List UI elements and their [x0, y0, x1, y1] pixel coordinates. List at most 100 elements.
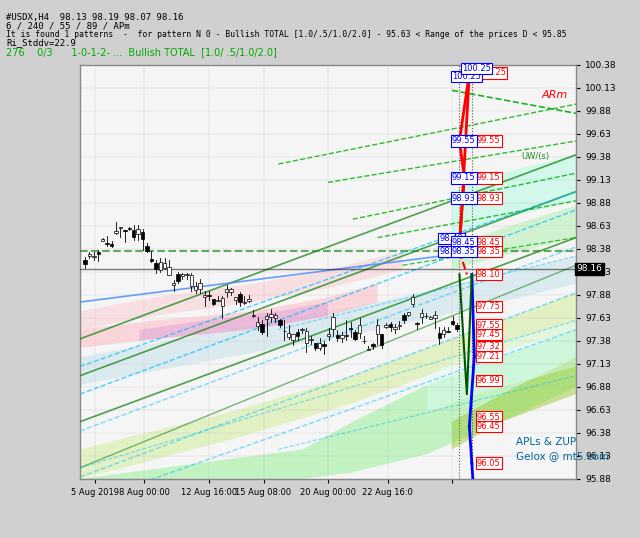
Text: 98.35: 98.35 — [452, 247, 476, 256]
FancyBboxPatch shape — [318, 343, 321, 348]
Text: 276    0/3      1-0-1-2- ...  Bullish TOTAL  [1.0/ .5/1.0/2.0]: 276 0/3 1-0-1-2- ... Bullish TOTAL [1.0/… — [6, 47, 277, 58]
FancyBboxPatch shape — [106, 243, 109, 244]
FancyBboxPatch shape — [442, 330, 445, 334]
FancyBboxPatch shape — [83, 260, 86, 264]
FancyBboxPatch shape — [269, 314, 273, 317]
FancyBboxPatch shape — [207, 295, 211, 296]
Text: 96.05: 96.05 — [477, 459, 500, 468]
Polygon shape — [452, 155, 576, 233]
FancyBboxPatch shape — [172, 284, 175, 285]
FancyBboxPatch shape — [150, 259, 153, 261]
FancyBboxPatch shape — [221, 298, 224, 306]
FancyBboxPatch shape — [88, 254, 91, 256]
FancyBboxPatch shape — [371, 344, 374, 346]
FancyBboxPatch shape — [203, 295, 206, 298]
Text: #USDX,H4  98.13 98.19 98.07 98.16: #USDX,H4 98.13 98.19 98.07 98.16 — [6, 13, 184, 23]
FancyBboxPatch shape — [145, 246, 148, 251]
FancyBboxPatch shape — [367, 349, 370, 350]
FancyBboxPatch shape — [110, 244, 113, 246]
FancyBboxPatch shape — [349, 328, 353, 329]
Polygon shape — [140, 302, 328, 341]
FancyBboxPatch shape — [176, 274, 180, 281]
Text: UW/(s): UW/(s) — [522, 152, 550, 161]
Polygon shape — [80, 293, 576, 479]
FancyBboxPatch shape — [198, 282, 202, 289]
FancyBboxPatch shape — [265, 316, 268, 318]
Text: 99.15: 99.15 — [452, 173, 476, 182]
FancyBboxPatch shape — [216, 300, 220, 301]
FancyBboxPatch shape — [415, 323, 419, 324]
Polygon shape — [452, 206, 576, 270]
FancyBboxPatch shape — [127, 229, 131, 230]
Text: 97.45: 97.45 — [477, 330, 500, 339]
Text: 97.32: 97.32 — [477, 342, 500, 351]
FancyBboxPatch shape — [154, 263, 157, 268]
FancyBboxPatch shape — [247, 299, 250, 301]
Text: 98.93: 98.93 — [452, 194, 476, 202]
Text: 98.35: 98.35 — [477, 247, 500, 256]
FancyBboxPatch shape — [234, 298, 237, 300]
FancyBboxPatch shape — [358, 325, 361, 333]
FancyBboxPatch shape — [385, 325, 388, 327]
Polygon shape — [428, 321, 576, 413]
FancyBboxPatch shape — [287, 333, 291, 337]
FancyBboxPatch shape — [278, 321, 282, 325]
Polygon shape — [452, 357, 576, 449]
FancyBboxPatch shape — [323, 344, 326, 346]
FancyBboxPatch shape — [225, 288, 228, 292]
FancyBboxPatch shape — [163, 263, 166, 268]
Text: 99.55: 99.55 — [452, 137, 476, 145]
Text: 100.25: 100.25 — [477, 68, 506, 77]
FancyBboxPatch shape — [256, 322, 259, 325]
FancyBboxPatch shape — [189, 275, 193, 286]
FancyBboxPatch shape — [402, 315, 406, 320]
Text: ARm: ARm — [541, 90, 568, 100]
FancyBboxPatch shape — [291, 334, 295, 340]
FancyBboxPatch shape — [185, 274, 189, 275]
FancyBboxPatch shape — [309, 339, 312, 341]
Text: 97.75: 97.75 — [477, 302, 500, 311]
Text: 96.55: 96.55 — [477, 413, 500, 422]
Text: 98.93: 98.93 — [477, 194, 500, 202]
FancyBboxPatch shape — [300, 329, 304, 330]
FancyBboxPatch shape — [353, 331, 357, 339]
Text: 98.49: 98.49 — [440, 234, 463, 243]
FancyBboxPatch shape — [238, 294, 242, 302]
FancyBboxPatch shape — [114, 231, 118, 233]
FancyBboxPatch shape — [141, 232, 144, 239]
FancyBboxPatch shape — [451, 321, 454, 324]
Text: 96.99: 96.99 — [477, 376, 500, 385]
FancyBboxPatch shape — [118, 227, 122, 229]
FancyBboxPatch shape — [229, 289, 233, 292]
Text: 98.45: 98.45 — [452, 238, 476, 247]
Text: It is found 1 patterns  -  for pattern N 0 - Bullish TOTAL [1.0/.5/1.0/2.0] - 95: It is found 1 patterns - for pattern N 0… — [6, 30, 567, 39]
FancyBboxPatch shape — [340, 335, 344, 338]
Text: 100.25: 100.25 — [452, 72, 481, 81]
FancyBboxPatch shape — [296, 332, 300, 336]
FancyBboxPatch shape — [393, 327, 397, 329]
Text: 98.16: 98.16 — [577, 265, 602, 273]
Polygon shape — [80, 284, 378, 348]
Polygon shape — [80, 251, 403, 330]
FancyBboxPatch shape — [260, 324, 264, 332]
FancyBboxPatch shape — [420, 313, 423, 317]
FancyBboxPatch shape — [388, 324, 392, 327]
Polygon shape — [80, 330, 576, 479]
FancyBboxPatch shape — [332, 317, 335, 329]
FancyBboxPatch shape — [159, 261, 162, 270]
FancyBboxPatch shape — [406, 312, 410, 315]
FancyBboxPatch shape — [243, 302, 246, 303]
FancyBboxPatch shape — [327, 334, 330, 336]
Text: APLs & ZUP
Gelox @ mt5.com: APLs & ZUP Gelox @ mt5.com — [516, 437, 609, 462]
FancyBboxPatch shape — [101, 239, 104, 241]
Text: 96.45: 96.45 — [477, 422, 500, 431]
FancyBboxPatch shape — [136, 229, 140, 233]
Polygon shape — [80, 256, 576, 385]
FancyBboxPatch shape — [429, 317, 432, 318]
Text: 6 / 240 / 55 / 89 / APm: 6 / 240 / 55 / 89 / APm — [6, 22, 130, 31]
FancyBboxPatch shape — [305, 331, 308, 343]
Text: 98.10: 98.10 — [477, 270, 500, 279]
FancyBboxPatch shape — [433, 315, 436, 318]
FancyBboxPatch shape — [397, 325, 401, 327]
Text: 97.55: 97.55 — [477, 321, 500, 330]
